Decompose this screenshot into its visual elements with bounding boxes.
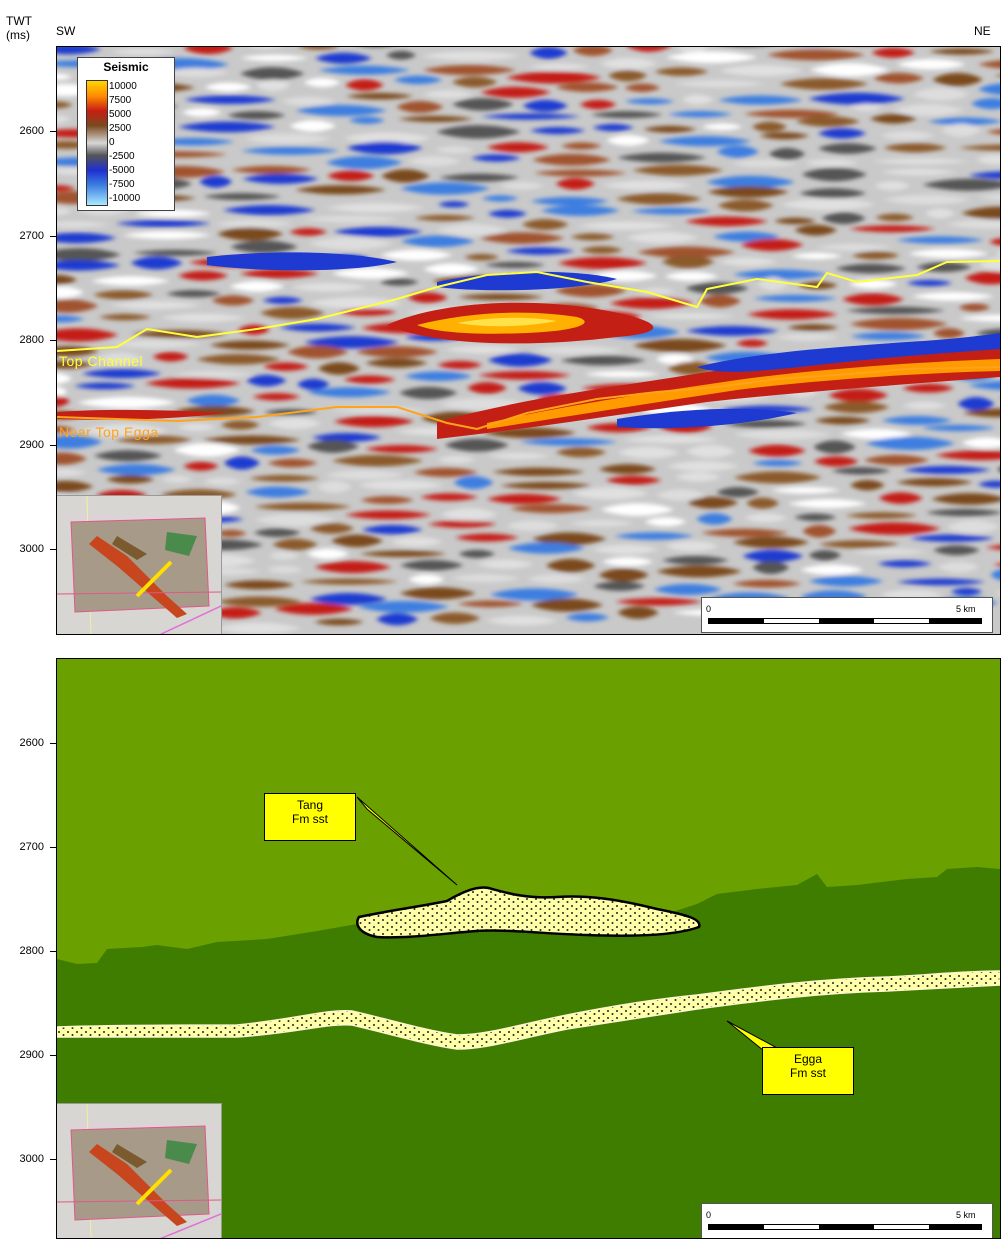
top-tick-label: 2600: [4, 125, 44, 137]
scale-bar-start: 0: [706, 604, 711, 614]
inset-map-image: [57, 1104, 221, 1239]
top-tick-label: 2900: [4, 439, 44, 451]
bottom-tick-label: 3000: [4, 1153, 44, 1165]
top-tick-label: 2700: [4, 230, 44, 242]
seismic-section-panel: Top Channel Near Top Egga Seismic 10000 …: [56, 46, 1001, 635]
top-tick-label: 2800: [4, 334, 44, 346]
tang-fm-sst-callout: Tang Fm sst: [264, 793, 356, 841]
scale-bar-end: 5 km: [956, 604, 976, 614]
twt-axis-title: TWT: [6, 14, 32, 28]
legend-colorbar: [86, 80, 108, 206]
legend-value: -2500: [109, 152, 135, 162]
tang-callout-line1: Tang: [265, 798, 355, 812]
location-inset-map: [57, 495, 222, 635]
sw-direction-label: SW: [56, 24, 75, 38]
ne-direction-label: NE: [974, 24, 991, 38]
bottom-tick-label: 2600: [4, 737, 44, 749]
bottom-tick-label: 2700: [4, 841, 44, 853]
inset-map-image: [57, 496, 221, 635]
legend-value: 0: [109, 138, 115, 148]
egga-callout-line1: Egga: [763, 1052, 853, 1066]
scale-bar: 0 5 km: [701, 597, 993, 633]
legend-value: -7500: [109, 180, 135, 190]
scale-bar-graphic: [708, 1224, 982, 1230]
bottom-tick-label: 2800: [4, 945, 44, 957]
bottom-tick-label: 2900: [4, 1049, 44, 1061]
location-inset-map: [57, 1103, 222, 1239]
near-top-egga-label: Near Top Egga: [59, 424, 159, 440]
tang-callout-line2: Fm sst: [265, 812, 355, 826]
legend-value: 5000: [109, 110, 131, 120]
top-channel-label: Top Channel: [59, 353, 143, 369]
legend-value: 2500: [109, 124, 131, 134]
legend-value: 7500: [109, 96, 131, 106]
legend-value: -5000: [109, 166, 135, 176]
egga-callout-line2: Fm sst: [763, 1066, 853, 1080]
scale-bar-start: 0: [706, 1210, 711, 1220]
egga-fm-sst-callout: Egga Fm sst: [762, 1047, 854, 1095]
top-tick-label: 3000: [4, 543, 44, 555]
scale-bar-end: 5 km: [956, 1210, 976, 1220]
twt-axis-unit: (ms): [6, 28, 30, 42]
legend-value: 10000: [109, 82, 137, 92]
scale-bar-graphic: [708, 618, 982, 624]
seismic-legend: Seismic 10000 7500 5000 2500 0 -2500 -50…: [77, 57, 175, 211]
scale-bar: 0 5 km: [701, 1203, 993, 1239]
legend-title: Seismic: [78, 60, 174, 74]
geological-interpretation-panel: Tang Fm sst Egga Fm sst 0 5 km: [56, 658, 1001, 1239]
legend-value: -10000: [109, 194, 140, 204]
